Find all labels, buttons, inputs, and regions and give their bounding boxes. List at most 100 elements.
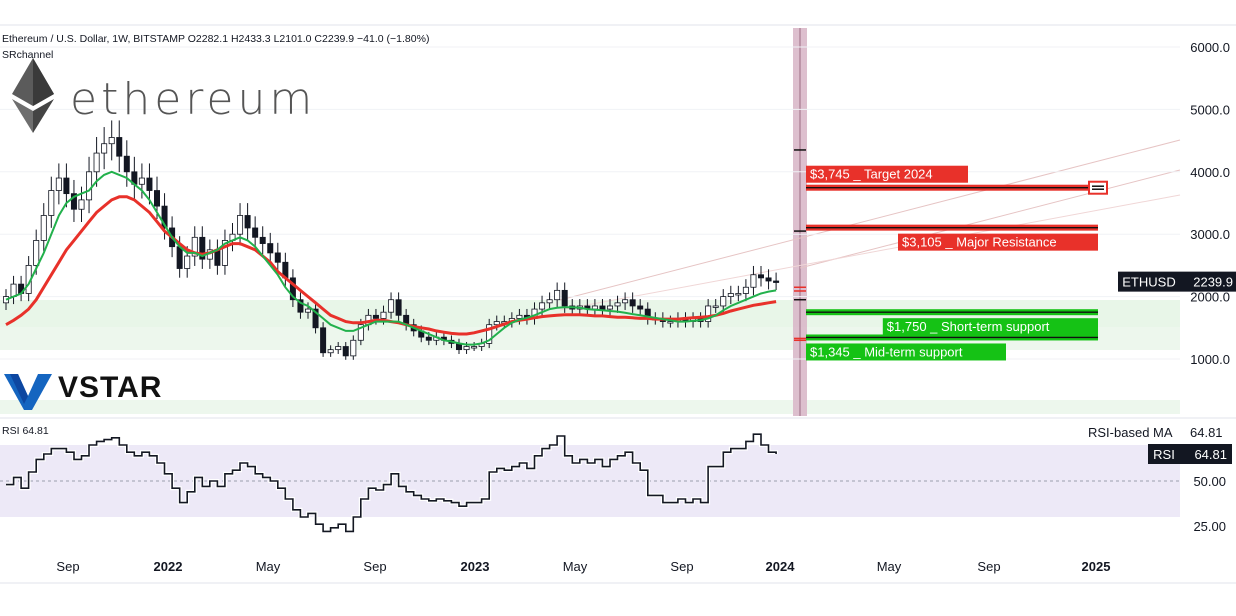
- price-axis-tick: 6000.0: [1190, 40, 1230, 55]
- time-axis-tick: 2025: [1082, 559, 1111, 574]
- time-axis-tick: Sep: [670, 559, 693, 574]
- candle-body: [599, 305, 606, 310]
- level-label-box: [898, 233, 1098, 251]
- candle-body: [758, 274, 765, 279]
- candle-body: [388, 299, 395, 313]
- candle-body: [327, 349, 334, 354]
- candle-body: [372, 314, 379, 319]
- candle-body: [637, 305, 644, 310]
- candle-body: [561, 289, 568, 307]
- channel-line-3: [559, 194, 1181, 311]
- time-axis-tick: May: [563, 559, 588, 574]
- time-axis-tick: Sep: [363, 559, 386, 574]
- candle-body: [153, 190, 160, 207]
- candle-body: [221, 240, 228, 266]
- channel-line-2: [799, 169, 1181, 269]
- candle-body: [33, 240, 40, 266]
- candle-body: [607, 305, 614, 310]
- candle-body: [773, 280, 780, 283]
- candle-body: [667, 321, 674, 324]
- candle-body: [320, 327, 327, 354]
- candle-body: [101, 143, 108, 154]
- candle-body: [123, 155, 130, 173]
- candle-body: [765, 277, 772, 282]
- candle-body: [516, 314, 523, 319]
- rsi-axis-tick: 25.00: [1193, 519, 1226, 534]
- candle-body: [259, 236, 266, 244]
- candle-body: [70, 193, 77, 210]
- price-axis-tick: 4000.0: [1190, 165, 1230, 180]
- rsi-label-badge: [1148, 444, 1180, 464]
- level-label-box: [882, 318, 1098, 336]
- candle-body: [304, 308, 311, 313]
- chart-header: Ethereum / U.S. Dollar, 1W, BITSTAMP O22…: [2, 33, 430, 45]
- level-label: $1,750 _ Short-term support: [887, 319, 1050, 334]
- candle-body: [425, 336, 432, 341]
- rsi-title-value: 64.81: [22, 425, 49, 437]
- rsi-ma-value: 64.81: [1190, 425, 1223, 440]
- rsi-line: [6, 433, 777, 533]
- candle-body: [342, 346, 349, 357]
- candle-body: [463, 346, 470, 351]
- rsi-label-text: RSI: [1153, 447, 1175, 462]
- price-axis-tick: 1000.0: [1190, 352, 1230, 367]
- candle-body: [735, 293, 742, 296]
- candle-body: [244, 215, 251, 229]
- candle-body: [629, 299, 636, 307]
- candle-body: [3, 296, 9, 304]
- level-label: $1,345 _ Mid-term support: [810, 344, 963, 359]
- candle-body: [750, 274, 757, 288]
- ethereum-wordmark: ethereum: [70, 74, 317, 125]
- candle-body: [184, 255, 191, 269]
- candle-body: [86, 171, 93, 201]
- price-axis-tick: 5000.0: [1190, 102, 1230, 117]
- level-label-box: [806, 343, 1006, 361]
- candle-body: [40, 215, 47, 241]
- candle-body: [380, 311, 387, 319]
- candle-body: [63, 177, 70, 195]
- candle-body: [622, 299, 629, 304]
- candle-body: [493, 321, 500, 326]
- candle-body: [176, 246, 183, 269]
- last-price-badge: [1180, 271, 1236, 292]
- channel-line-1: [559, 139, 1181, 301]
- candle-body: [395, 299, 402, 316]
- symbol-badge: [1118, 271, 1180, 292]
- candle-body: [312, 308, 319, 329]
- candle-body: [742, 286, 749, 294]
- candle-body: [335, 346, 342, 351]
- ma-fast-line: [5, 170, 777, 346]
- candle-body: [274, 252, 281, 263]
- time-axis-tick: Sep: [977, 559, 1000, 574]
- indicator-name: SRchannel: [2, 49, 54, 61]
- candle-body: [48, 190, 55, 216]
- candle-body: [78, 199, 85, 210]
- candle-body: [712, 305, 719, 308]
- candle-body: [55, 177, 62, 191]
- candle-body: [486, 324, 493, 344]
- candle-body: [93, 152, 100, 173]
- candle-body: [471, 346, 478, 349]
- candle-body: [614, 302, 621, 307]
- candle-body: [297, 299, 304, 313]
- price-axis-tick: 3000.0: [1190, 227, 1230, 242]
- candle-body: [199, 236, 206, 260]
- time-axis-tick: May: [877, 559, 902, 574]
- rsi-axis-tick: 50.00: [1193, 474, 1226, 489]
- rsi-value-text: 64.81: [1194, 447, 1227, 462]
- rsi-title-label: RSI: [2, 425, 20, 437]
- candle-body: [539, 302, 546, 310]
- target-marker[interactable]: [1088, 180, 1108, 195]
- candle-body: [252, 227, 259, 238]
- candle-body: [146, 177, 153, 191]
- level-label: $3,745 _ Target 2024: [810, 167, 933, 182]
- candle-body: [108, 137, 115, 145]
- candle-body: [546, 299, 553, 304]
- candle-body: [191, 236, 198, 257]
- candle-body: [10, 283, 17, 297]
- time-axis-tick: 2024: [766, 559, 796, 574]
- candle-body: [289, 277, 296, 301]
- candle-body: [554, 289, 561, 301]
- ethereum-logo-icon: [12, 58, 54, 133]
